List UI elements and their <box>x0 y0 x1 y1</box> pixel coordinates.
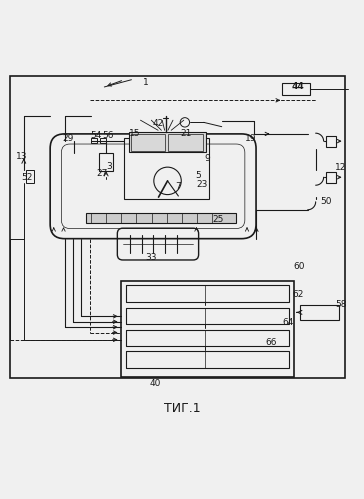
Text: ΤИГ.1: ΤИГ.1 <box>164 402 200 415</box>
Bar <box>326 172 336 183</box>
Bar <box>99 153 113 171</box>
Text: 7: 7 <box>175 182 181 191</box>
Bar <box>126 308 205 324</box>
Bar <box>126 351 205 368</box>
Text: 15: 15 <box>129 129 141 138</box>
Text: 1: 1 <box>143 78 149 87</box>
Text: 3: 3 <box>106 162 112 171</box>
Bar <box>91 138 98 143</box>
Bar <box>326 136 336 147</box>
Text: 21: 21 <box>180 129 191 138</box>
Text: 19: 19 <box>245 134 256 143</box>
Bar <box>300 305 340 320</box>
Bar <box>128 132 206 152</box>
Bar <box>126 285 205 302</box>
Text: 40: 40 <box>149 379 161 388</box>
Text: 44: 44 <box>291 82 304 91</box>
Text: 25: 25 <box>213 215 224 224</box>
Text: 33: 33 <box>146 253 157 262</box>
Bar <box>86 213 236 224</box>
Text: 66: 66 <box>266 338 277 347</box>
Text: 64: 64 <box>282 318 293 327</box>
Text: 5: 5 <box>195 171 201 180</box>
Bar <box>100 138 106 143</box>
Bar <box>126 330 205 346</box>
Text: 54: 54 <box>90 131 102 140</box>
Text: 62: 62 <box>293 290 304 299</box>
Bar <box>126 308 289 324</box>
Text: 9: 9 <box>205 154 210 163</box>
Text: 23: 23 <box>196 180 207 189</box>
Text: 27: 27 <box>97 169 108 178</box>
Text: 12: 12 <box>335 163 347 172</box>
Bar <box>126 351 289 368</box>
Text: 13: 13 <box>16 152 27 161</box>
Bar <box>124 138 209 199</box>
Text: 52: 52 <box>22 174 33 183</box>
Text: 58: 58 <box>335 300 347 309</box>
Bar <box>11 76 345 378</box>
Bar <box>282 83 309 95</box>
Text: 56: 56 <box>103 131 114 140</box>
Text: 50: 50 <box>320 197 332 206</box>
Text: 60: 60 <box>294 262 305 271</box>
Bar <box>26 170 34 183</box>
Bar <box>168 134 203 151</box>
Bar <box>120 281 294 377</box>
Text: 42: 42 <box>153 119 164 128</box>
Bar <box>131 134 165 151</box>
Bar <box>126 285 289 302</box>
Bar <box>126 330 289 346</box>
Text: 29: 29 <box>63 134 74 143</box>
